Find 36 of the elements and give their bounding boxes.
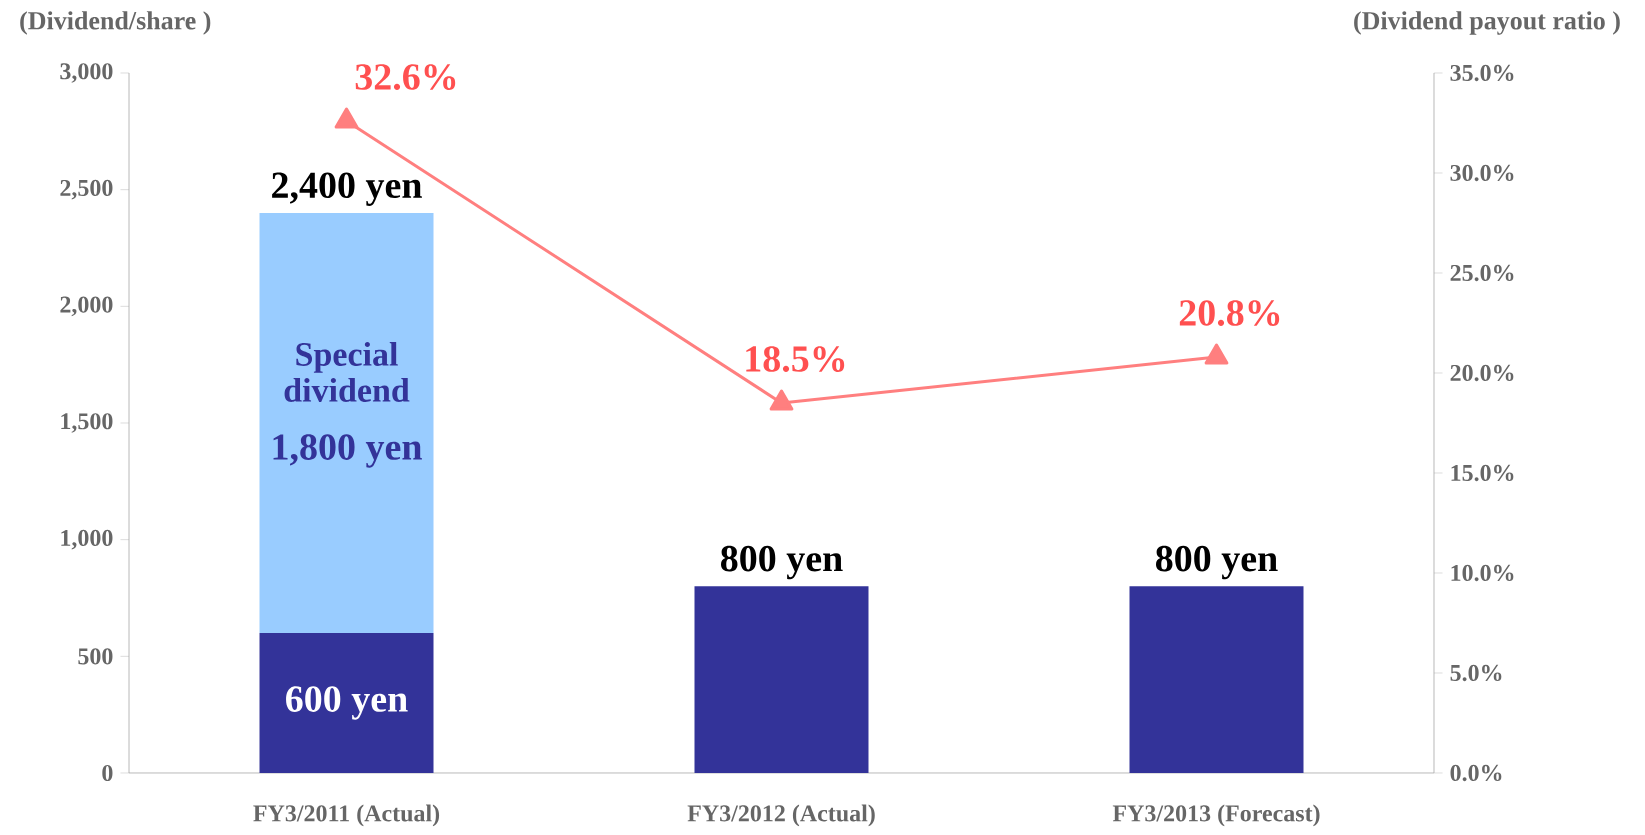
total-label: 2,400 yen bbox=[272, 172, 422, 206]
y2-tick-label: 0.0% bbox=[1450, 764, 1502, 782]
point bbox=[1204, 343, 1229, 365]
y2-tick-label: 25.0% bbox=[1450, 264, 1514, 282]
bar bbox=[259, 213, 434, 633]
y-tick-label: 2,000 bbox=[60, 296, 113, 317]
y2-axis-title: (Dividend payout ratio ) bbox=[1354, 11, 1620, 35]
y-tick-label: 500 bbox=[78, 648, 113, 665]
y-tick-label: 0 bbox=[102, 764, 113, 782]
y2-tick-label: 30.0% bbox=[1450, 164, 1514, 182]
series-label: Special dividend bbox=[284, 342, 410, 402]
x-tick-label: FY3/2011 (Actual) bbox=[253, 804, 440, 827]
bar bbox=[259, 632, 434, 773]
total-label: 800 yen bbox=[1156, 545, 1278, 580]
y-tick-label: 3,000 bbox=[60, 63, 113, 83]
point bbox=[769, 389, 794, 411]
x-tick-label: FY3/2012 (Actual) bbox=[687, 804, 875, 827]
y2-tick-label: 10.0% bbox=[1451, 564, 1514, 582]
data-label: 1,800 yen bbox=[273, 434, 422, 468]
data-label: 600 yen bbox=[286, 686, 408, 720]
total-label: 800 yen bbox=[721, 545, 843, 580]
y2-tick-label: 35.0% bbox=[1450, 64, 1514, 82]
y2-tick-label: 15.0% bbox=[1451, 464, 1514, 482]
y2-tick-label: 5.0% bbox=[1450, 664, 1502, 682]
bar bbox=[694, 586, 869, 773]
y-tick-label: 1,500 bbox=[61, 413, 113, 433]
point bbox=[334, 107, 359, 129]
x-tick-label: FY3/2013 (Forecast) bbox=[1112, 804, 1320, 827]
y-tick-label: 2,500 bbox=[60, 179, 113, 200]
data-label: 18.5% bbox=[746, 346, 845, 372]
data-label: 20.8% bbox=[1179, 300, 1280, 326]
y-tick-label: 1,000 bbox=[61, 529, 113, 550]
data-label: 32.6% bbox=[355, 64, 456, 90]
y-axis-title: (Dividend/share ) bbox=[20, 11, 211, 35]
y2-tick-label: 20.0% bbox=[1450, 364, 1514, 382]
bar bbox=[1129, 586, 1304, 773]
